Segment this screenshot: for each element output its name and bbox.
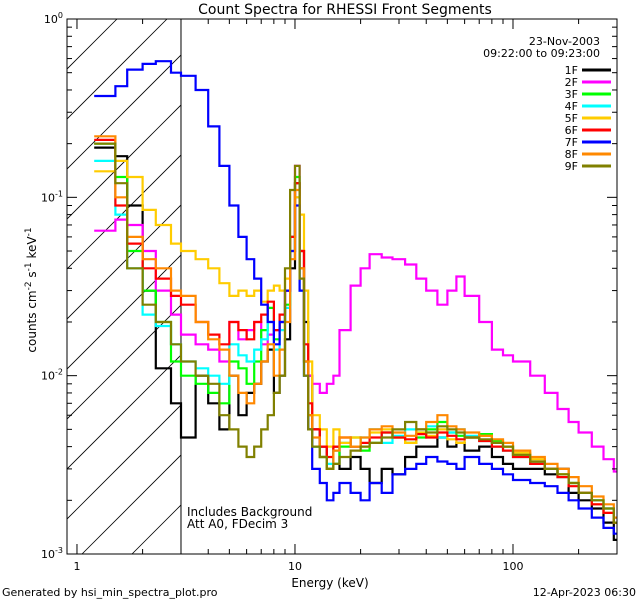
- legend-label-3F: 3F: [565, 88, 578, 101]
- chart-title: Count Spectra for RHESSI Front Segments: [198, 2, 492, 18]
- legend-label-4F: 4F: [565, 100, 578, 113]
- legend-label-8F: 8F: [565, 148, 578, 161]
- hatch-line: [67, 54, 181, 170]
- hatch-line: [67, 204, 181, 320]
- y-tick-label: 10-1: [41, 189, 63, 204]
- hatch-line: [67, 104, 181, 220]
- y-tick-label: 10-2: [41, 368, 63, 383]
- y-label-exp2: -1: [24, 262, 34, 271]
- series-3F: [94, 142, 617, 524]
- footer-generated-by: Generated by hsi_min_spectra_plot.pro: [2, 586, 218, 599]
- y-tick-label: 10-3: [41, 546, 63, 561]
- legend-label-7F: 7F: [565, 136, 578, 149]
- hatch-line: [67, 19, 168, 120]
- annotation-background: Includes Background: [187, 505, 312, 519]
- hatch-line: [67, 404, 181, 520]
- x-tick-label: 100: [502, 560, 523, 573]
- x-tick-label: 10: [288, 560, 302, 573]
- y-label-exp3: -1: [24, 227, 34, 236]
- y-label-base: counts cm: [25, 290, 39, 352]
- y-tick-exponent: 0: [58, 11, 63, 20]
- x-axis-label: Energy (keV): [291, 576, 368, 590]
- legend-label-2F: 2F: [565, 76, 578, 89]
- y-tick-exponent: -1: [55, 189, 63, 198]
- hatch-line: [67, 154, 181, 270]
- series-9F: [94, 142, 617, 524]
- legend-label-5F: 5F: [565, 112, 578, 125]
- date-label: 23-Nov-2003: [529, 35, 600, 48]
- series-6F: [94, 138, 617, 524]
- x-tick-label: 1: [73, 560, 80, 573]
- background-hatched-region: [67, 19, 181, 554]
- y-tick-mantissa: 10: [44, 13, 58, 26]
- y-label-tail: keV: [25, 236, 39, 263]
- series-layer: [94, 60, 617, 541]
- y-tick-exponent: -2: [55, 368, 63, 377]
- hatch-line: [81, 454, 181, 554]
- series-7F: [94, 60, 617, 535]
- y-tick-mantissa: 10: [41, 548, 55, 561]
- y-label-mid: s: [25, 271, 39, 281]
- y-tick-mantissa: 10: [41, 370, 55, 383]
- y-tick-label: 100: [44, 11, 63, 26]
- hatch-line: [67, 354, 181, 470]
- y-axis-label: counts cm-2 s-1 keV-1: [24, 227, 39, 352]
- time-range-label: 09:22:00 to 09:23:00: [483, 47, 600, 60]
- legend-label-1F: 1F: [565, 64, 578, 77]
- annotation-attenuator: Att A0, FDecim 3: [187, 517, 288, 531]
- plot-frame: [66, 18, 618, 555]
- hatch-line: [67, 254, 181, 370]
- legend-label-9F: 9F: [565, 160, 578, 173]
- legend-label-6F: 6F: [565, 124, 578, 137]
- y-tick-mantissa: 10: [41, 191, 55, 204]
- series-2F: [94, 164, 617, 473]
- y-tick-exponent: -3: [55, 546, 63, 555]
- footer-timestamp: 12-Apr-2023 06:30: [533, 586, 636, 599]
- y-label-exp1: -2: [24, 281, 34, 290]
